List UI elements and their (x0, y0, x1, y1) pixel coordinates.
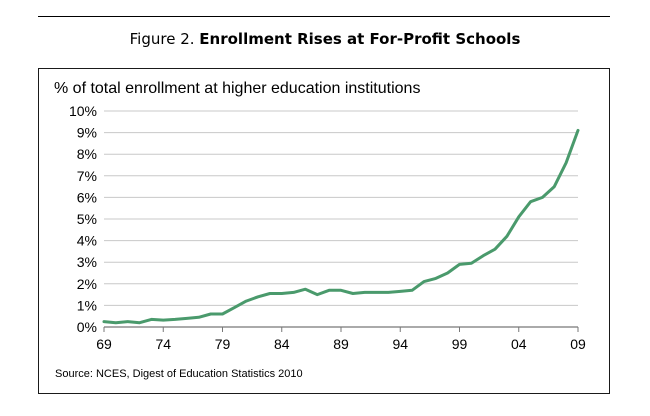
data-point (257, 296, 259, 298)
data-point (364, 291, 366, 293)
data-point (293, 291, 295, 293)
data-point (375, 291, 378, 293)
x-tick-label: 99 (452, 336, 468, 352)
data-point (518, 216, 520, 218)
top-rule (38, 16, 610, 17)
chart-frame (38, 68, 610, 394)
data-point (352, 292, 354, 295)
data-point (316, 294, 318, 296)
y-tick-label: 10% (69, 103, 97, 119)
data-point (458, 263, 461, 265)
data-point (447, 272, 449, 274)
data-point (506, 235, 508, 237)
figure-title: Figure 2. Enrollment Rises at For-Profit… (0, 30, 650, 48)
data-point (162, 319, 164, 321)
y-tick-label: 6% (77, 189, 97, 205)
data-point (304, 288, 306, 290)
data-point (221, 313, 224, 315)
y-tick-label: 2% (77, 276, 97, 292)
figure-label: Figure 2. (129, 30, 195, 48)
data-point (565, 162, 567, 164)
data-point (281, 292, 283, 295)
y-tick-label: 3% (77, 254, 97, 270)
data-point (340, 289, 342, 291)
data-point (553, 186, 555, 188)
chart-source: Source: NCES, Digest of Education Statis… (55, 368, 303, 380)
grid-lines (104, 110, 578, 328)
data-point (541, 196, 544, 198)
y-tick-label: 4% (77, 233, 97, 249)
x-tick-label: 09 (570, 336, 586, 352)
data-point (577, 129, 579, 131)
data-point (470, 262, 472, 264)
y-tick-label: 5% (77, 211, 97, 227)
y-tick-label: 7% (77, 168, 97, 184)
x-tick-label: 94 (392, 336, 408, 352)
x-tick-label: 79 (215, 336, 231, 352)
data-point (269, 292, 271, 295)
series-group (102, 128, 580, 325)
x-tick-label: 04 (511, 336, 527, 352)
y-tick-label: 8% (77, 146, 97, 162)
data-point (411, 289, 413, 291)
data-point (198, 316, 200, 318)
y-tick-label: 9% (77, 125, 97, 141)
data-point (245, 300, 247, 302)
x-tick-label: 69 (96, 336, 112, 352)
y-tick-label: 1% (77, 297, 97, 313)
data-point (174, 318, 176, 320)
data-point (328, 289, 330, 291)
data-point (482, 255, 484, 257)
data-point (115, 322, 117, 324)
data-point (186, 317, 188, 319)
y-tick-label: 0% (77, 319, 97, 335)
data-point (139, 322, 141, 324)
data-point (530, 201, 532, 203)
x-axis-ticks: 69 74 79 84 89 94 99 04 09 (96, 327, 586, 352)
data-point (423, 281, 425, 283)
x-tick-label: 84 (274, 336, 290, 352)
data-point (210, 313, 212, 315)
data-point (387, 291, 389, 293)
data-point (150, 318, 152, 320)
x-tick-label: 89 (333, 336, 349, 352)
chart-title: % of total enrollment at higher educatio… (54, 80, 420, 97)
x-tick-label: 74 (155, 336, 171, 352)
data-point (233, 307, 235, 309)
series-line (102, 128, 580, 325)
data-point (399, 290, 401, 292)
y-axis-ticks: 0% 1% 2% 3% 4% 5% 6% 7% 8% 9% 10% (69, 103, 97, 335)
figure-heading: Enrollment Rises at For-Profit Schools (199, 30, 521, 48)
data-point (103, 321, 105, 323)
data-point (127, 321, 129, 323)
data-point (435, 277, 437, 279)
data-point (494, 248, 496, 250)
